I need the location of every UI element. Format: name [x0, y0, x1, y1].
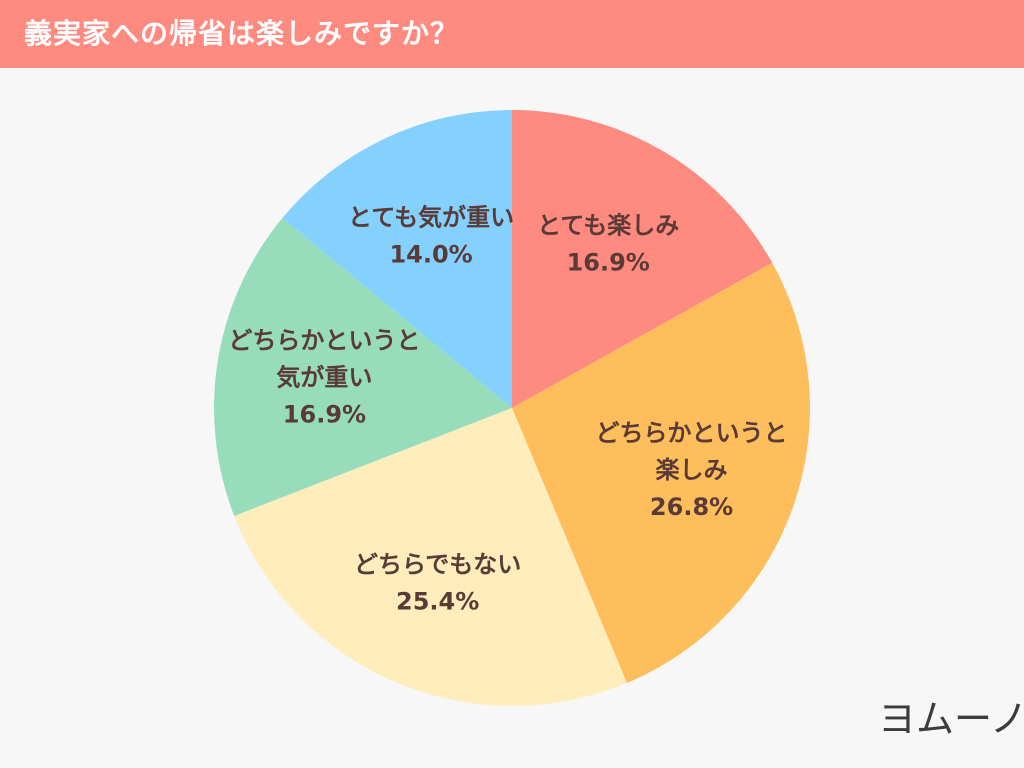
brand-logo: ヨムーノ — [878, 697, 1024, 741]
slice-category-label: どちらかというと — [596, 419, 788, 447]
chart-title: 義実家への帰省は楽しみですか？ — [24, 17, 460, 50]
slice-category-label: 気が重い — [276, 364, 372, 392]
slice-value-label: 25.4% — [396, 587, 479, 615]
slice-1-wedge — [512, 110, 773, 408]
slice-category-label: とても楽しみ — [537, 212, 679, 240]
slice-3-label: どちらでもない 25.4% — [354, 550, 521, 615]
slice-5-wedge — [282, 110, 512, 408]
slice-value-label: 16.9% — [283, 401, 366, 429]
pie-labels: とても楽しみ 16.9%どちらかというと楽しみ 26.8%どちらでもない 25.4%ど… — [228, 204, 787, 616]
slice-4-wedge — [213, 218, 512, 516]
slice-3-wedge — [234, 408, 627, 706]
slice-value-label: 26.8% — [650, 493, 733, 521]
slice-4-label: どちらかというと気が重い 16.9% — [228, 327, 420, 429]
slice-category-label: とても気が重い — [348, 204, 514, 232]
slice-2-wedge — [512, 262, 811, 683]
slice-category-label: どちらでもない — [354, 550, 521, 578]
slice-5-label: とても気が重い 14.0% — [348, 204, 514, 269]
slice-2-label: どちらかというと楽しみ 26.8% — [596, 419, 788, 521]
title-bar: 義実家への帰省は楽しみですか？ — [0, 0, 1024, 68]
slice-1-label: とても楽しみ 16.9% — [537, 212, 679, 277]
pie-slices — [213, 110, 811, 706]
slice-category-label: どちらかというと — [228, 327, 420, 355]
slice-value-label: 16.9% — [567, 249, 650, 277]
slice-value-label: 14.0% — [389, 241, 472, 269]
slice-category-label: 楽しみ — [656, 456, 728, 484]
